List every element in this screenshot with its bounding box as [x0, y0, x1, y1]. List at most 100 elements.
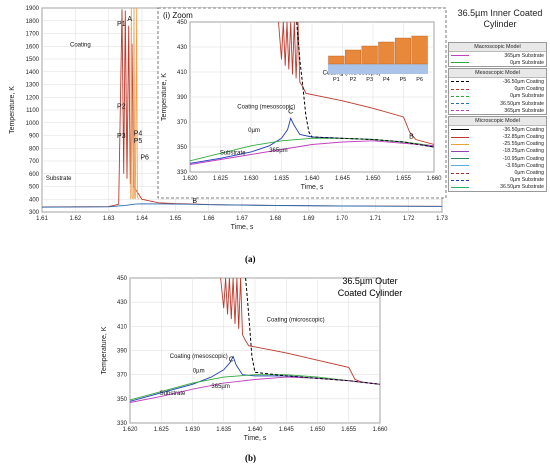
bottom-ytick-label: 350 [117, 397, 128, 403]
main-xtick-label: 1.69 [303, 216, 315, 222]
zoom-xtick-label: 1.660 [426, 176, 442, 182]
legend-item: 0µm Coating [449, 86, 546, 93]
main-ytick-label: 900 [29, 134, 40, 140]
bottom-annotation-1: Coating (mesoscopic) [170, 354, 228, 360]
legend-group: Microscopic Model -36.50µm Coating -32.85µ… [448, 116, 547, 192]
bottom-xtick-label: 1.660 [372, 427, 388, 433]
bottom-xtick-label: 1.650 [310, 427, 326, 433]
main-ytick-label: 1700 [26, 32, 40, 38]
legend-label: -25.55µm Coating [502, 141, 544, 148]
main-annotation-4: P4 [134, 131, 143, 138]
inset-coating-block [361, 45, 378, 65]
legend-swatch [451, 136, 469, 138]
zoom-title: (i) Zoom [163, 11, 193, 20]
legend-label: -36.50µm Coating [502, 126, 544, 133]
inset-label: P6 [416, 77, 423, 83]
bottom-xtick-label: 1.635 [216, 427, 232, 433]
inset-label: P5 [400, 77, 407, 83]
bottom-xtick-label: 1.625 [154, 427, 170, 433]
zoom-annotation-4: 365µm [269, 148, 287, 154]
main-annotation-2: P2 [117, 104, 126, 111]
chart-bottom: 1.620 1.625 1.630 1.635 1.640 1.645 1.650 1.655… [101, 276, 388, 442]
main-annotation-0: A [127, 16, 132, 23]
inset-substrate [328, 64, 428, 74]
bottom-series-0 [220, 278, 380, 385]
zoom-xtick-label: 1.655 [396, 176, 412, 182]
main-xtick-label: 1.72 [403, 216, 415, 222]
legend-label: 365µm Substrate [504, 52, 544, 59]
legend-item: 0µm Substrate [449, 59, 546, 66]
legend-group: Macroscopic Model 365µm Substrate 0µm Subs… [448, 42, 547, 68]
legend-item: -36.50µm Coating [449, 78, 546, 85]
chart-zoom: 1.620 1.625 1.630 1.635 1.640 1.645 1.650 1.655… [157, 7, 447, 199]
legend-label: -36.50µm Coating [502, 78, 544, 85]
zoom-ytick-label: 390 [177, 95, 188, 101]
main-ytick-label: 1600 [26, 44, 40, 50]
legend-item: 0µm Substrate [449, 177, 546, 184]
main-ytick-label: 1500 [26, 57, 40, 63]
legend-swatch [451, 88, 469, 90]
legend-group-title: Mesoscopic Model [449, 69, 546, 79]
main-annotation-6: P6 [140, 155, 149, 162]
legend-swatch [451, 150, 469, 152]
bottom-xtick-label: 1.655 [341, 427, 357, 433]
main-xtick-label: 1.73 [436, 216, 448, 222]
inset-coating-block [328, 55, 345, 65]
main-ytick-label: 1800 [26, 19, 40, 25]
main-ytick-label: 800 [29, 146, 40, 152]
main-ytick-label: 1100 [26, 108, 40, 114]
zoom-ytick-label: 450 [177, 20, 188, 26]
legend-label: -32.85µm Coating [502, 134, 544, 141]
zoom-annotation-5: Substrate [220, 151, 246, 157]
main-series-2 [130, 8, 140, 200]
main-ytick-label: 700 [29, 159, 40, 165]
inset-coating-block [378, 41, 395, 65]
legend-label: -18.25µm Coating [502, 148, 544, 155]
inset-label: P1 [333, 77, 340, 83]
legend-item: 0µm Substrate [449, 93, 546, 100]
main-ylabel: Temperature, K [9, 86, 16, 134]
legend-label: 0µm Coating [514, 170, 544, 177]
main-xtick-label: 1.63 [103, 216, 115, 222]
legend-item: -3.65µm Coating [449, 162, 546, 169]
legend-item: 365µm Substrate [449, 52, 546, 59]
zoom-series-0 [278, 22, 434, 145]
bottom-xtick-label: 1.620 [122, 427, 138, 433]
legend-item: 36.50µm Substrate [449, 100, 546, 107]
bottom-title-line1: 36.5µm Outer [342, 276, 397, 286]
legend-label: -3.65µm Coating [505, 162, 544, 169]
legend-label: 0µm Substrate [510, 59, 544, 66]
legend-label: 36.50µm Substrate [500, 184, 544, 191]
legend-panel: Macroscopic Model 365µm Substrate 0µm Subs… [448, 42, 547, 193]
main-xtick-label: 1.71 [369, 216, 381, 222]
legend-item: -32.85µm Coating [449, 134, 546, 141]
main-xtick-label: 1.64 [136, 216, 148, 222]
inset-coating-block [394, 37, 412, 65]
main-xtick-label: 1.65 [169, 216, 181, 222]
bottom-ytick-label: 330 [117, 421, 128, 427]
main-annotation-7: B [192, 198, 197, 205]
legend-swatch [451, 172, 469, 174]
legend-group-title: Macroscopic Model [449, 43, 546, 52]
legend-swatch [451, 165, 469, 167]
legend-swatch [451, 143, 469, 145]
legend-item: -18.25µm Coating [449, 148, 546, 155]
zoom-xtick-label: 1.620 [182, 176, 198, 182]
legend-item: -25.55µm Coating [449, 141, 546, 148]
zoom-xtick-label: 1.645 [335, 176, 351, 182]
zoom-series-4 [296, 22, 434, 148]
legend-swatch [451, 103, 469, 105]
inset-label: P2 [350, 77, 357, 83]
legend-label: 0µm Substrate [510, 93, 544, 100]
bottom-annotation-5: Substrate [160, 391, 186, 397]
zoom-annotation-3: 0µm [248, 128, 260, 134]
legend-item: 36.50µm Substrate [449, 184, 546, 191]
inset-coating-block [411, 35, 428, 65]
bottom-ytick-label: 390 [117, 349, 128, 355]
zoom-ytick-label: 430 [177, 45, 188, 51]
bottom-series-3 [130, 376, 380, 403]
zoom-annotation-6: B [409, 133, 414, 140]
zoom-xtick-label: 1.630 [243, 176, 259, 182]
bottom-annotation-0: Coating (microscopic) [267, 318, 325, 324]
inset-label: P3 [366, 77, 373, 83]
